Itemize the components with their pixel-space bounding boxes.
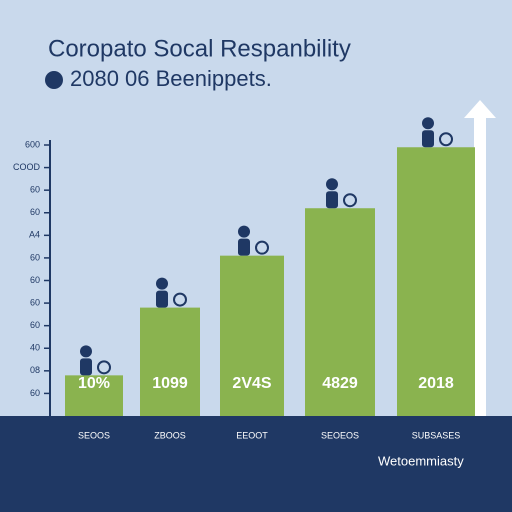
y-tick-label: A4 [29,230,40,240]
figure-icon [156,290,168,308]
bar [305,208,375,416]
figure-icon [422,117,434,130]
y-tick-label: 60 [30,252,40,262]
x-tick-label: SEOOS [78,430,110,440]
y-tick-label: 60 [30,275,40,285]
y-tick-label: 08 [30,365,40,375]
y-tick-label: 600 [25,139,40,149]
figure-icon [238,225,250,238]
bar [65,375,123,416]
bar [397,147,475,416]
figure-icon [422,130,434,148]
y-tick-label: COOD [13,162,41,172]
y-tick-label: 60 [30,297,40,307]
bar-label: 4829 [322,375,358,392]
bar-label: 2018 [418,375,454,392]
y-tick-label: 40 [30,343,40,353]
figure-icon [156,277,168,290]
y-tick-label: 60 [30,388,40,398]
figure-icon [80,345,92,358]
figure-icon [326,178,338,191]
bar-label: 10% [78,375,110,392]
figure-icon [80,358,92,376]
x-tick-label: EEOOT [236,430,268,440]
chart-title: Coropato Socal Respanbility [48,35,351,62]
y-tick-label: 60 [30,320,40,330]
figure-icon [255,240,269,255]
chart-subtitle: 2080 06 Beenippets. [70,66,272,91]
x-tick-label: SUBSASES [412,430,461,440]
figure-icon [343,193,357,208]
x-tick-label: SEOEOS [321,430,359,440]
x-tick-label: ZBOOS [154,430,186,440]
figure-icon [173,292,187,307]
y-tick-label: 60 [30,185,40,195]
figure-icon [238,238,250,256]
bar-label: 1099 [152,375,188,392]
bar [140,307,200,416]
arrow [464,100,496,416]
footer-band [0,416,512,512]
figure-icon [326,191,338,209]
bar-label: 2V4S [232,375,271,392]
y-tick-label: 60 [30,207,40,217]
footer-text: Wetoemmiasty [378,453,464,468]
bar [220,255,284,416]
figure-icon [439,132,453,147]
figure-icon [97,360,111,375]
icon [45,71,63,89]
